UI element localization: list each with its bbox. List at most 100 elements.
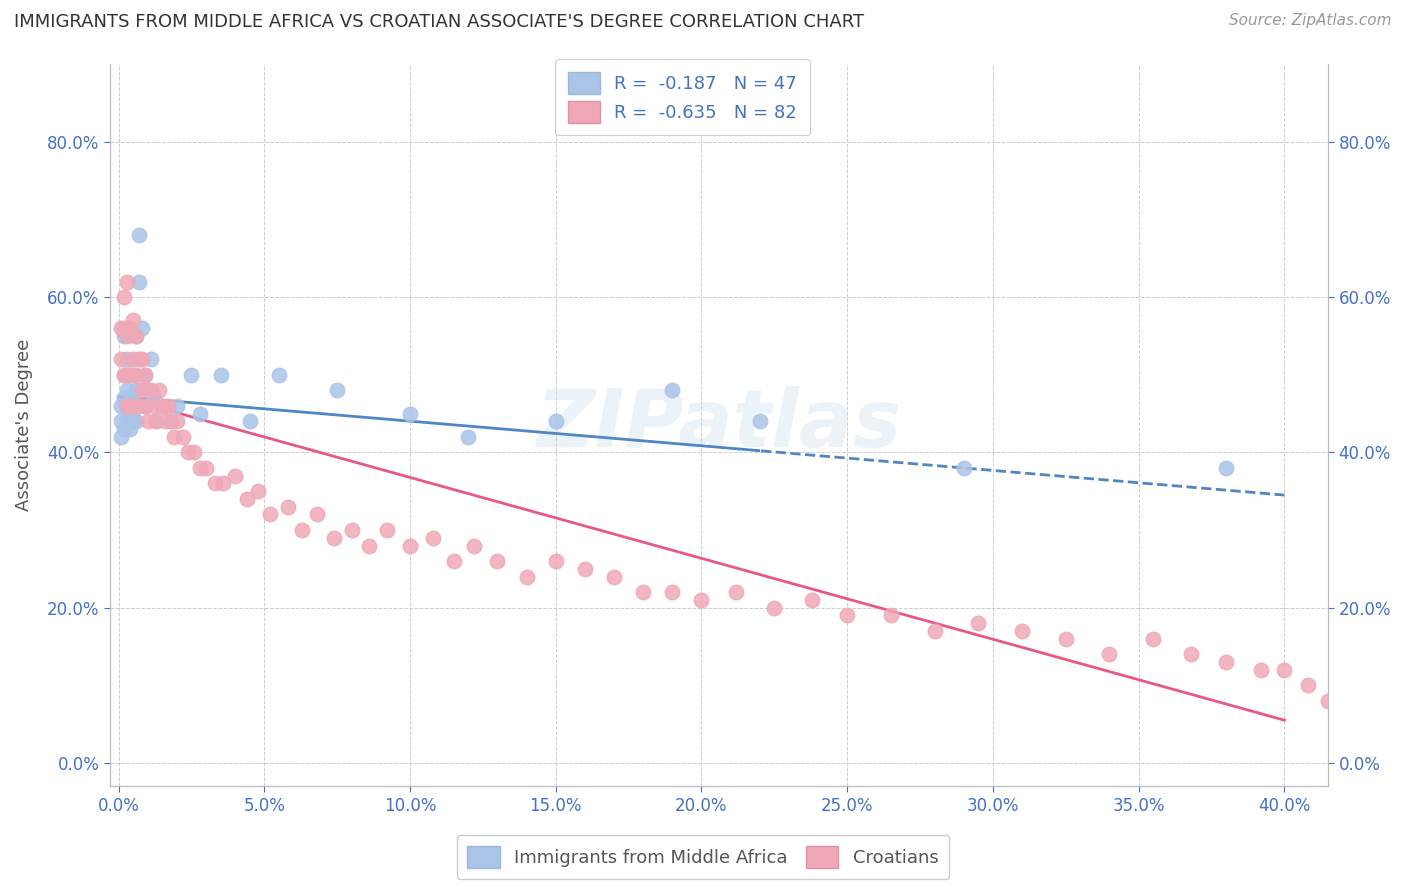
- Point: [1180, 647, 1202, 661]
- Point: [145, 414, 167, 428]
- Point: [1272, 663, 1295, 677]
- Point: [112, 368, 135, 382]
- Point: [112, 329, 135, 343]
- Point: [139, 352, 162, 367]
- Point: [463, 539, 485, 553]
- Point: [136, 384, 159, 398]
- Point: [160, 414, 183, 428]
- Point: [305, 508, 328, 522]
- Point: [120, 422, 142, 436]
- Point: [375, 523, 398, 537]
- Point: [177, 445, 200, 459]
- Point: [259, 508, 281, 522]
- Point: [1098, 647, 1121, 661]
- Point: [112, 422, 135, 436]
- Point: [661, 585, 683, 599]
- Point: [134, 368, 156, 382]
- Point: [422, 531, 444, 545]
- Point: [172, 430, 194, 444]
- Point: [120, 321, 142, 335]
- Point: [128, 399, 150, 413]
- Point: [690, 592, 713, 607]
- Point: [128, 275, 150, 289]
- Point: [139, 384, 162, 398]
- Point: [323, 531, 346, 545]
- Legend: R =  -0.187   N = 47, R =  -0.635   N = 82: R = -0.187 N = 47, R = -0.635 N = 82: [555, 59, 810, 136]
- Point: [952, 461, 974, 475]
- Point: [120, 399, 142, 413]
- Point: [112, 391, 135, 405]
- Point: [1215, 655, 1237, 669]
- Point: [142, 391, 165, 405]
- Point: [267, 368, 290, 382]
- Point: [603, 569, 626, 583]
- Point: [183, 445, 205, 459]
- Point: [131, 384, 153, 398]
- Point: [224, 468, 246, 483]
- Point: [837, 608, 859, 623]
- Point: [1250, 663, 1272, 677]
- Legend: Immigrants from Middle Africa, Croatians: Immigrants from Middle Africa, Croatians: [457, 835, 949, 879]
- Point: [148, 384, 170, 398]
- Point: [1142, 632, 1164, 646]
- Point: [110, 414, 132, 428]
- Point: [180, 368, 202, 382]
- Point: [1215, 461, 1237, 475]
- Point: [125, 329, 148, 343]
- Point: [131, 384, 153, 398]
- Point: [120, 368, 142, 382]
- Point: [131, 321, 153, 335]
- Point: [117, 399, 139, 413]
- Point: [340, 523, 363, 537]
- Point: [661, 384, 683, 398]
- Point: [122, 391, 145, 405]
- Point: [122, 399, 145, 413]
- Point: [110, 321, 132, 335]
- Point: [110, 352, 132, 367]
- Point: [131, 352, 153, 367]
- Point: [748, 414, 770, 428]
- Point: [125, 329, 148, 343]
- Point: [163, 430, 186, 444]
- Point: [125, 368, 148, 382]
- Point: [801, 592, 824, 607]
- Point: [204, 476, 226, 491]
- Point: [277, 500, 299, 514]
- Point: [117, 414, 139, 428]
- Point: [117, 368, 139, 382]
- Point: [399, 407, 422, 421]
- Point: [122, 313, 145, 327]
- Point: [486, 554, 509, 568]
- Point: [239, 414, 262, 428]
- Point: [136, 414, 159, 428]
- Point: [195, 461, 218, 475]
- Point: [188, 407, 211, 421]
- Point: [122, 414, 145, 428]
- Point: [967, 616, 990, 631]
- Point: [1317, 694, 1340, 708]
- Text: ZIPatlas: ZIPatlas: [537, 386, 901, 464]
- Point: [134, 399, 156, 413]
- Point: [763, 600, 786, 615]
- Point: [443, 554, 465, 568]
- Point: [516, 569, 538, 583]
- Point: [142, 399, 165, 413]
- Point: [117, 352, 139, 367]
- Point: [1011, 624, 1033, 638]
- Point: [236, 491, 259, 506]
- Point: [725, 585, 748, 599]
- Text: Source: ZipAtlas.com: Source: ZipAtlas.com: [1229, 13, 1392, 29]
- Point: [122, 352, 145, 367]
- Point: [110, 399, 132, 413]
- Point: [134, 399, 156, 413]
- Point: [212, 476, 235, 491]
- Point: [457, 430, 479, 444]
- Point: [166, 414, 188, 428]
- Point: [112, 290, 135, 304]
- Point: [359, 539, 381, 553]
- Point: [128, 228, 150, 243]
- Point: [134, 368, 156, 382]
- Point: [150, 399, 173, 413]
- Point: [247, 484, 270, 499]
- Point: [122, 368, 145, 382]
